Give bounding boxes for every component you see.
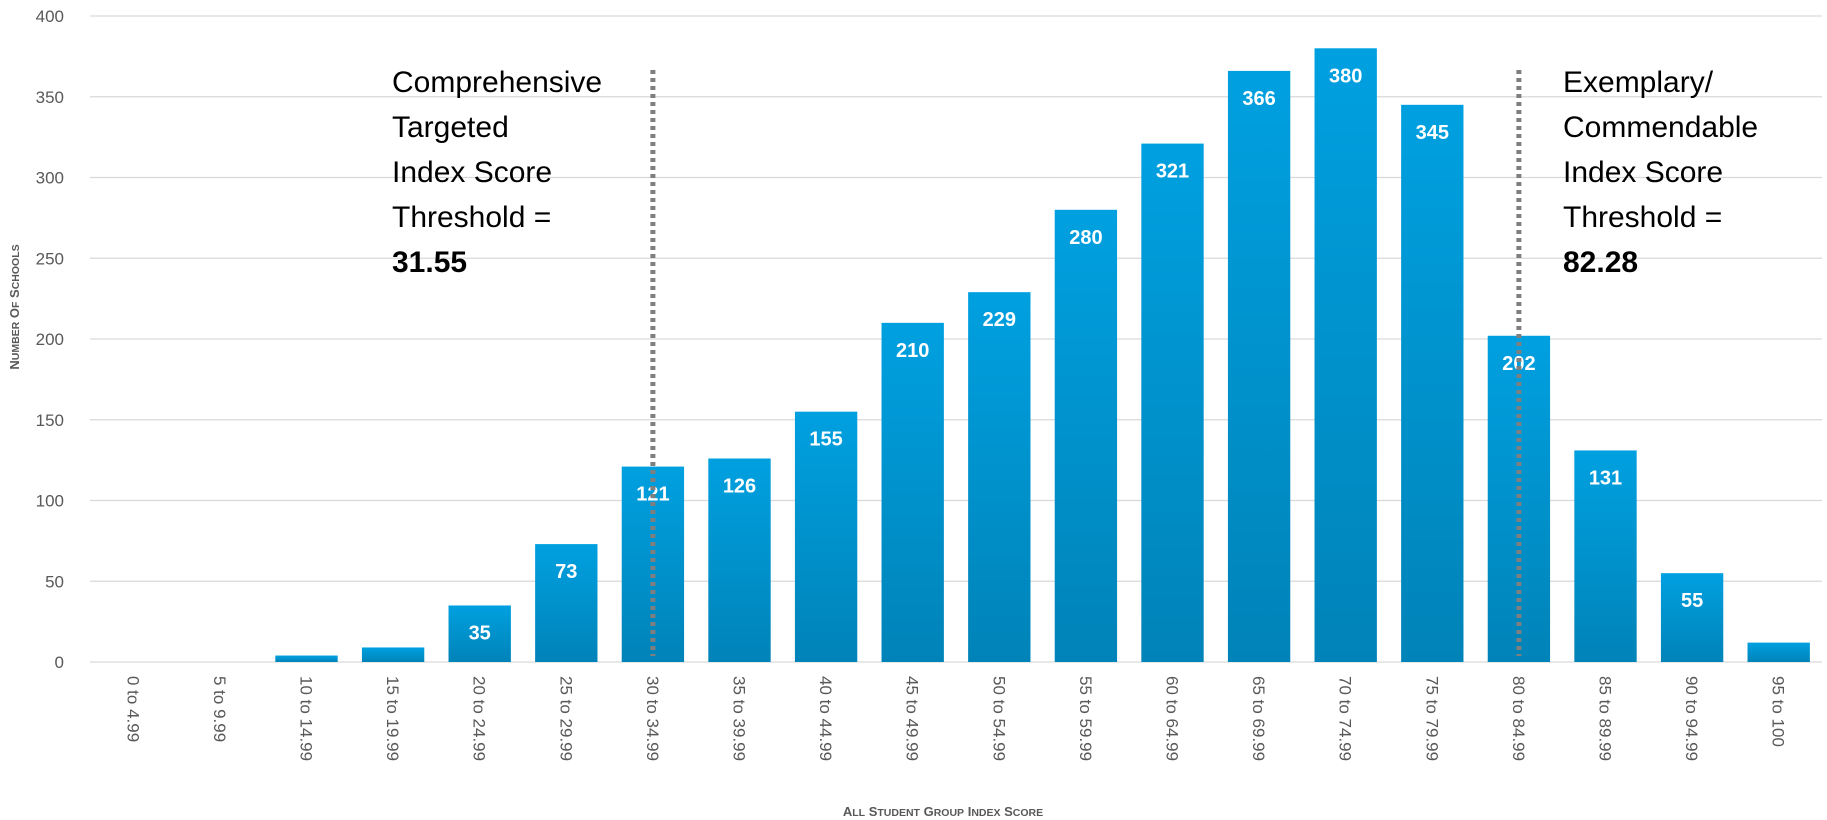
x-tick-label: 85 to 89.99 [1596, 676, 1615, 761]
bar [275, 656, 337, 662]
x-tick-label: 0 to 4.99 [123, 676, 142, 742]
y-tick-label: 50 [45, 572, 64, 591]
annotation-value: 82.28 [1563, 246, 1638, 279]
data-label: 380 [1329, 65, 1362, 87]
y-tick-label: 150 [36, 411, 64, 430]
data-label: 126 [723, 476, 756, 498]
x-tick-label: 10 to 14.99 [297, 676, 316, 761]
bar [1748, 643, 1810, 662]
y-tick-label: 200 [36, 330, 64, 349]
x-tick-label: 80 to 84.99 [1509, 676, 1528, 761]
bar [1055, 210, 1117, 662]
data-label: 202 [1502, 353, 1535, 375]
bar [1141, 144, 1203, 662]
threshold-annotation: Comprehensive Targeted Index Score Threshol… [392, 66, 602, 279]
x-tick-label: 70 to 74.99 [1336, 676, 1355, 761]
threshold-annotation: Exemplary/Commendable Index Score Threshol… [1563, 66, 1758, 279]
annotation-line: Exemplary/ [1563, 66, 1714, 99]
y-tick-label: 0 [55, 653, 64, 672]
x-tick-label: 60 to 64.99 [1163, 676, 1182, 761]
x-tick-label: 30 to 34.99 [643, 676, 662, 761]
x-tick-label: 55 to 59.99 [1076, 676, 1095, 761]
data-label: 73 [555, 561, 577, 583]
y-axis-title: NUMBER OF SCHOOLS [7, 244, 22, 369]
annotation-line: Comprehensive [392, 66, 602, 99]
data-label: 229 [983, 309, 1016, 331]
data-label: 155 [809, 429, 842, 451]
data-label: 210 [896, 340, 929, 362]
data-label: 345 [1416, 122, 1449, 144]
data-label: 35 [469, 622, 491, 644]
y-axis-ticks: 0 50 100 150 200 250 300 350 400 [36, 7, 64, 672]
annotation-line: Commendable [1563, 111, 1758, 144]
x-tick-label: 15 to 19.99 [383, 676, 402, 761]
bar [1401, 105, 1463, 662]
x-tick-label: 45 to 49.99 [903, 676, 922, 761]
annotation-value: 31.55 [392, 246, 467, 279]
x-tick-label: 95 to 100 [1769, 676, 1788, 747]
data-label: 55 [1681, 590, 1703, 612]
y-tick-label: 400 [36, 7, 64, 26]
x-axis-title: ALL STUDENT GROUP INDEX SCORE [843, 804, 1043, 819]
data-label: 321 [1156, 161, 1189, 183]
annotation-line: Index Score [392, 156, 552, 189]
x-tick-label: 75 to 79.99 [1422, 676, 1441, 761]
bar [882, 323, 944, 662]
x-tick-label: 25 to 29.99 [556, 676, 575, 761]
bar [1315, 48, 1377, 662]
data-label: 366 [1242, 88, 1275, 110]
annotation-line: Index Score [1563, 156, 1723, 189]
x-axis-ticks: 0 to 4.99 5 to 9.99 10 to 14.99 15 to 19.99… [123, 676, 1787, 761]
data-label: 131 [1589, 467, 1622, 489]
bar [1228, 71, 1290, 662]
y-tick-label: 250 [36, 249, 64, 268]
y-tick-label: 300 [36, 169, 64, 188]
x-tick-label: 65 to 69.99 [1249, 676, 1268, 761]
x-tick-label: 50 to 54.99 [989, 676, 1008, 761]
bar [1661, 573, 1723, 662]
annotation-line: Threshold = [392, 201, 551, 234]
x-tick-label: 35 to 39.99 [730, 676, 749, 761]
bar [968, 292, 1030, 662]
x-tick-label: 20 to 24.99 [470, 676, 489, 761]
y-tick-label: 350 [36, 88, 64, 107]
bar [362, 647, 424, 662]
annotation-line: Targeted [392, 111, 509, 144]
x-tick-label: 5 to 9.99 [210, 676, 229, 742]
x-tick-label: 90 to 94.99 [1682, 676, 1701, 761]
x-tick-label: 40 to 44.99 [816, 676, 835, 761]
data-label: 280 [1069, 227, 1102, 249]
annotation-line: Threshold = [1563, 201, 1722, 234]
y-tick-label: 100 [36, 492, 64, 511]
